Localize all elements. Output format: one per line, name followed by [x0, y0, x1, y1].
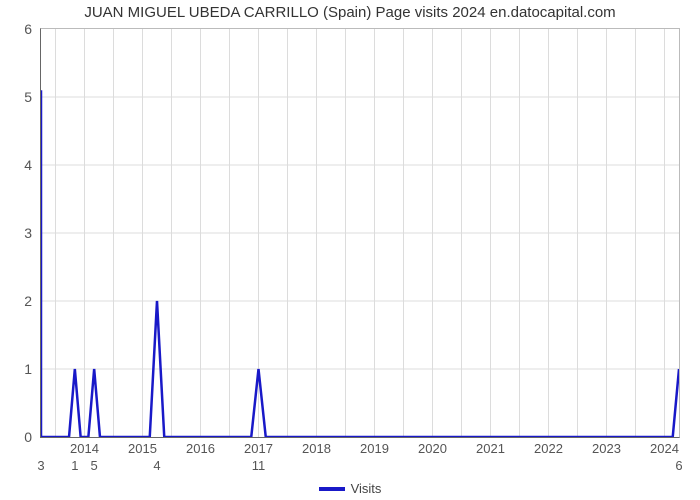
x-tick-label: 2022: [534, 441, 563, 456]
data-value-label: 5: [91, 458, 98, 473]
y-tick-label: 6: [0, 21, 32, 37]
data-value-label: 4: [153, 458, 160, 473]
y-tick-label: 3: [0, 225, 32, 241]
x-tick-label: 2024: [650, 441, 679, 456]
visits-line: [41, 90, 679, 437]
x-tick-label: 2023: [592, 441, 621, 456]
data-value-label: 6: [675, 458, 682, 473]
y-tick-label: 1: [0, 361, 32, 377]
legend-swatch: [319, 487, 345, 491]
x-tick-label: 2014: [70, 441, 99, 456]
data-value-label: 3: [37, 458, 44, 473]
legend: Visits: [0, 481, 700, 496]
legend-label: Visits: [351, 481, 382, 496]
y-tick-label: 5: [0, 89, 32, 105]
data-value-label: 11: [252, 458, 266, 473]
x-tick-label: 2018: [302, 441, 331, 456]
x-tick-label: 2021: [476, 441, 505, 456]
chart-container: JUAN MIGUEL UBEDA CARRILLO (Spain) Page …: [0, 0, 700, 500]
plot-svg: [41, 29, 679, 437]
y-tick-label: 0: [0, 429, 32, 445]
x-tick-label: 2015: [128, 441, 157, 456]
data-value-label: 1: [71, 458, 78, 473]
x-tick-label: 2020: [418, 441, 447, 456]
plot-area: [40, 28, 680, 438]
x-tick-label: 2017: [244, 441, 273, 456]
x-tick-label: 2019: [360, 441, 389, 456]
x-tick-label: 2016: [186, 441, 215, 456]
y-tick-label: 2: [0, 293, 32, 309]
chart-title: JUAN MIGUEL UBEDA CARRILLO (Spain) Page …: [0, 4, 700, 21]
y-tick-label: 4: [0, 157, 32, 173]
